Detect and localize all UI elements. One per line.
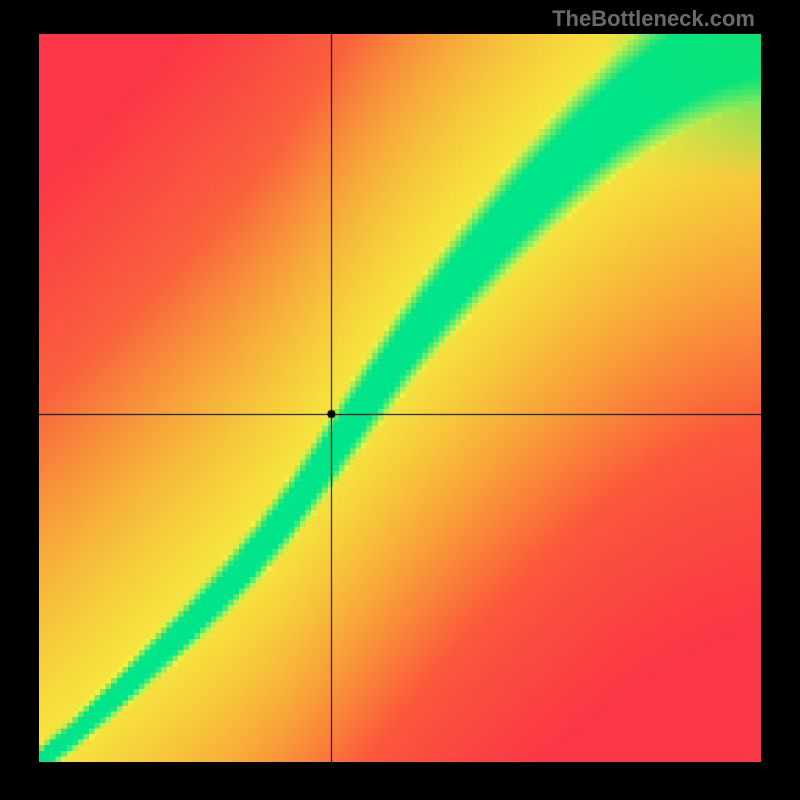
watermark-text: TheBottleneck.com: [552, 6, 755, 32]
crosshair-overlay: [39, 34, 761, 762]
